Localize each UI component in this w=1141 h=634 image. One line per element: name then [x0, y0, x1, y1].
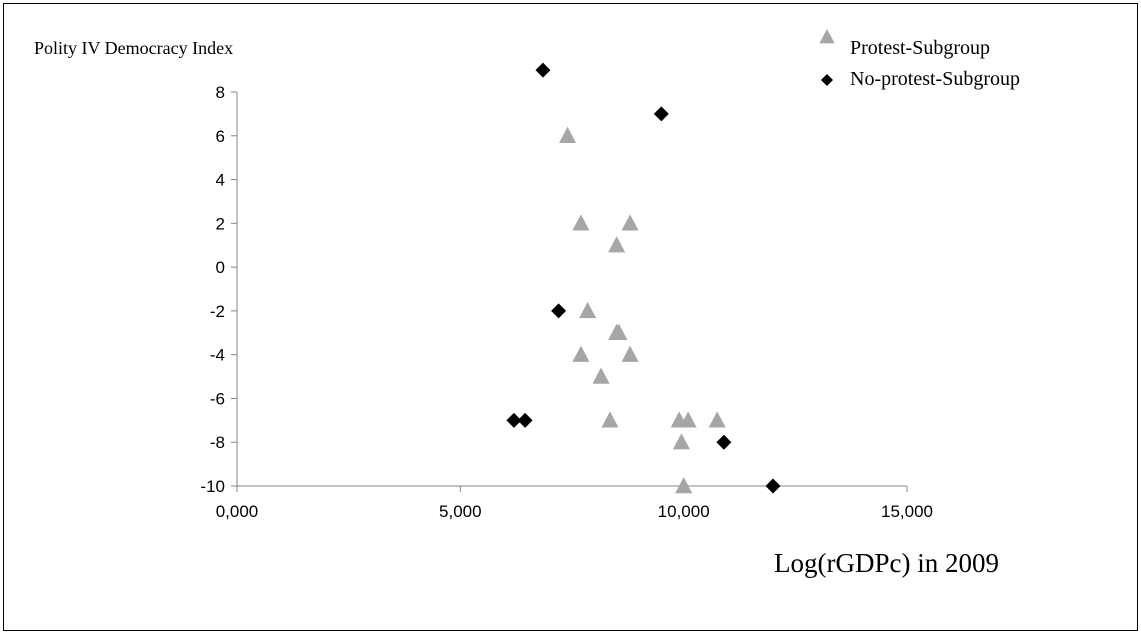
protest-point	[610, 323, 628, 340]
no-protest-point	[506, 412, 522, 428]
y-tick-label: 2	[216, 214, 225, 233]
protest-point	[675, 477, 693, 494]
no-protest-point	[517, 412, 533, 428]
legend-label-protest: Protest-Subgroup	[850, 37, 990, 59]
y-tick-label: -8	[210, 433, 225, 452]
x-axis-label: Log(rGDPc) in 2009	[774, 548, 999, 578]
y-tick-label: 8	[216, 83, 225, 102]
protest-point	[672, 433, 690, 450]
legend-marker-no-protest	[821, 74, 833, 86]
y-ticks: 8 6 4 2 0 -2 -4 -6 -8 -10	[200, 83, 237, 496]
protest-point	[679, 411, 697, 428]
legend-marker-protest	[819, 29, 835, 44]
protest-point	[601, 411, 619, 428]
y-axis-label: Polity IV Democracy Index	[34, 38, 233, 58]
protest-point	[579, 301, 597, 319]
protest-point	[572, 345, 590, 362]
x-tick-label: 10,000	[658, 502, 710, 521]
protest-point	[592, 367, 610, 384]
protest-point	[572, 214, 590, 231]
no-protest-point	[765, 478, 781, 494]
x-ticks: 0,000 5,000 10,000 15,000	[216, 486, 933, 521]
y-tick-label: -4	[210, 346, 225, 365]
protest-point	[558, 126, 577, 143]
protest-point	[708, 411, 726, 428]
no-protest-point	[551, 303, 567, 319]
x-tick-label: 15,000	[881, 502, 933, 521]
chart-frame: Polity IV Democracy Index Log(rGDPc) in …	[3, 3, 1138, 631]
x-tick-label: 0,000	[216, 502, 259, 521]
protest-point	[621, 214, 639, 231]
x-tick-label: 5,000	[439, 502, 482, 521]
legend: Protest-Subgroup No-protest-Subgroup	[819, 29, 1020, 90]
y-tick-label: -6	[210, 389, 225, 408]
protest-point	[621, 345, 639, 362]
data-points	[506, 62, 781, 494]
y-tick-label: 0	[216, 258, 225, 277]
no-protest-point	[653, 106, 669, 122]
no-protest-point	[716, 434, 732, 450]
no-protest-point	[535, 62, 551, 78]
y-tick-label: -10	[200, 477, 225, 496]
protest-point	[608, 236, 626, 253]
legend-label-no-protest: No-protest-Subgroup	[850, 68, 1020, 90]
scatter-chart: Polity IV Democracy Index Log(rGDPc) in …	[34, 29, 1020, 578]
y-tick-label: -2	[210, 302, 225, 321]
y-tick-label: 6	[216, 127, 225, 146]
y-tick-label: 4	[216, 171, 225, 190]
